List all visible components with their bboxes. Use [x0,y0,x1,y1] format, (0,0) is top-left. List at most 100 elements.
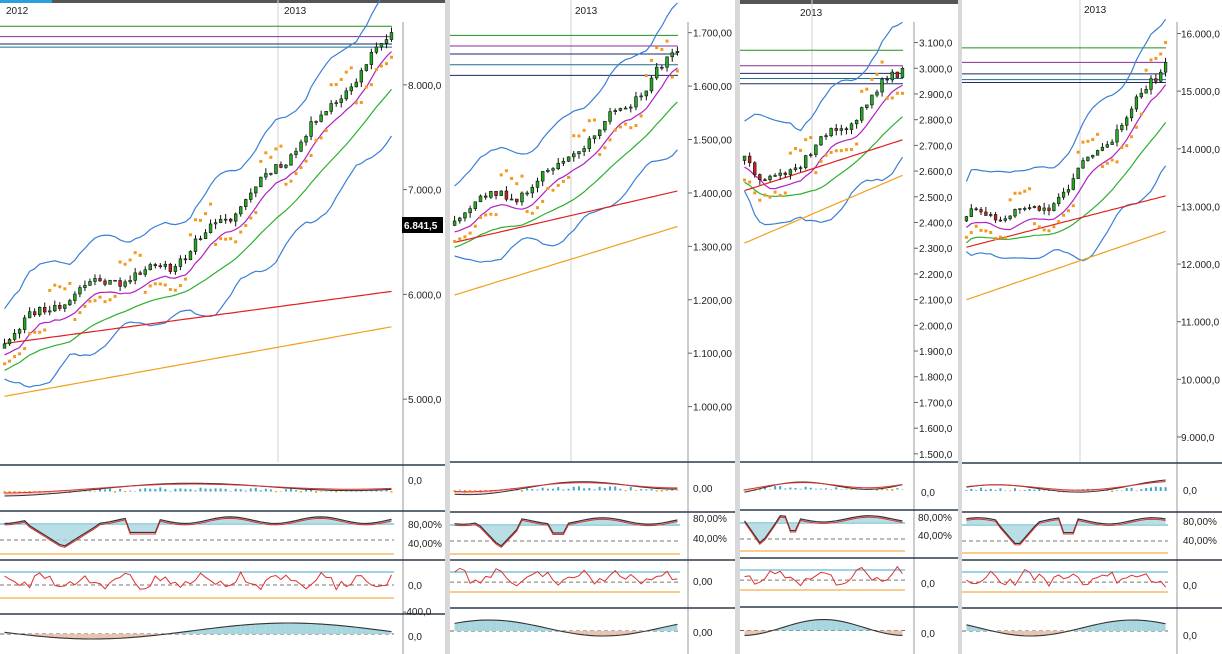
obv-zero-label: 0,00 [693,628,713,639]
sar-dot [168,288,172,292]
candle [478,194,483,203]
sar-dot [814,171,818,175]
candle-body [747,155,752,164]
obv-area [480,620,486,631]
candle-body [1042,207,1046,211]
candle [143,266,147,277]
sar-dot [1120,146,1124,150]
sar-dot [138,253,142,257]
candle-body [592,135,597,140]
macd-histogram-bar [1043,490,1046,492]
candle [504,186,509,202]
candle [198,235,203,241]
candle-body [783,172,787,175]
macd-histogram-bar [1111,490,1114,493]
sar-dot [520,174,524,178]
macd-histogram-bar [269,489,272,492]
macd-histogram-bar [184,488,187,492]
macd-signal-line [454,482,678,493]
candle-body [218,218,223,223]
sar-dot [73,317,77,321]
obv-area [351,626,357,634]
macd-histogram-bar [583,488,586,491]
sar-dot [875,72,879,76]
obv-area [1131,620,1137,631]
candle-body [1139,92,1143,98]
sar-dot [834,149,838,153]
sar-dot [1139,112,1143,116]
obv-area [815,619,821,631]
moving-average-short [4,51,392,356]
macd-histogram-bar [134,491,137,492]
macd-histogram-bar [1135,490,1138,492]
macd-histogram-bar [901,489,904,490]
sar-dot [865,87,869,91]
sar-dot [344,70,348,74]
candle [299,139,303,153]
candle-body [123,281,127,287]
sar-dot [23,347,27,351]
candle [1037,204,1041,212]
macd-histogram-bar [624,490,627,492]
rsi-zero-label: 0,0 [408,581,422,592]
y-tick-label: 15.000,0 [1181,87,1220,98]
obv-area [966,624,972,631]
candle-body [299,141,303,152]
candle-body [334,102,338,104]
candle-body [1081,160,1085,169]
macd-histogram-bar [1116,490,1118,491]
y-tick-label: 14.000,0 [1181,145,1220,156]
candle-body [128,280,132,283]
sar-dot [43,328,47,332]
sar-dot [1100,165,1104,169]
candle [239,205,243,217]
candle-body [964,216,969,222]
candle [384,34,389,49]
y-tick-label: 7.000,0 [408,186,442,197]
sar-dot [1086,139,1090,143]
candle [329,100,333,115]
candle-body [623,107,628,110]
candle-body [1057,196,1061,204]
candle-body [458,217,462,222]
candle [324,111,328,116]
candle-body [324,111,328,116]
macd-zero-label: 0,00 [693,484,713,495]
sar-dot [108,298,112,302]
macd-histogram-bar [300,491,303,493]
obv-area [490,620,497,631]
candle-body [969,208,973,217]
candle-body [168,263,173,272]
last-price-label: 6.841,5 [404,221,438,232]
sar-dot [123,262,127,266]
macd-histogram-bar [619,488,622,491]
macd-histogram-bar [219,488,222,492]
sar-dot [793,147,797,151]
candle-body [597,129,602,137]
candle [566,156,571,163]
candle-body [1125,117,1129,126]
panel-2-indicators [450,461,735,637]
last-price-box [402,217,443,233]
macd-histogram-bar [774,486,777,490]
sar-dot [133,251,137,255]
obv-area [215,627,221,634]
panel-2-candles [452,46,680,227]
bollinger-lower-band [454,149,678,263]
obv-area [120,634,126,639]
obv-area [1117,620,1122,631]
y-tick-label: 9.000,0 [1181,433,1215,444]
macd-fill [454,481,678,495]
obv-area [846,622,852,631]
sar-dot [183,277,187,281]
macd-histogram-bar [1130,487,1133,491]
sar-dot [763,193,767,197]
candle-body [814,144,818,155]
candle-body [546,169,550,172]
moving-average-longest [454,225,678,296]
panel-1-bollinger-bands [4,0,392,388]
sar-dot [1028,187,1032,191]
sar-dot [768,195,772,199]
macd-histogram-bar [104,489,107,492]
stoch-k-line [744,515,903,544]
